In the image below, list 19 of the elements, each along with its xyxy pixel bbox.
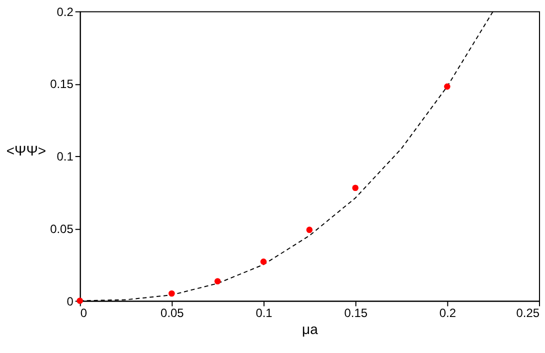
x-tick-label: 0.15: [344, 306, 368, 320]
y-tick-label: 0.15: [50, 77, 74, 92]
point: [352, 184, 359, 192]
y-axis-title: <ΨΨ>: [6, 142, 46, 159]
point: [444, 83, 450, 90]
point: [260, 258, 267, 265]
x-tick-label: 0.05: [160, 306, 184, 320]
y-tick-label: 0: [66, 294, 74, 308]
y-tick-label: 0.05: [50, 222, 74, 236]
y-tick-label: 0.2: [56, 4, 74, 19]
x-tick-label: 0.25: [516, 306, 540, 320]
x-tick-label: 0.1: [256, 306, 273, 320]
x-axis-title: μa: [302, 321, 318, 338]
x-tick-label: 0: [80, 306, 88, 320]
x-tick-label: 0.2: [439, 306, 456, 320]
point: [168, 290, 175, 297]
y-tick-label: 0.1: [56, 150, 74, 164]
point: [306, 226, 313, 233]
point: [214, 278, 221, 284]
